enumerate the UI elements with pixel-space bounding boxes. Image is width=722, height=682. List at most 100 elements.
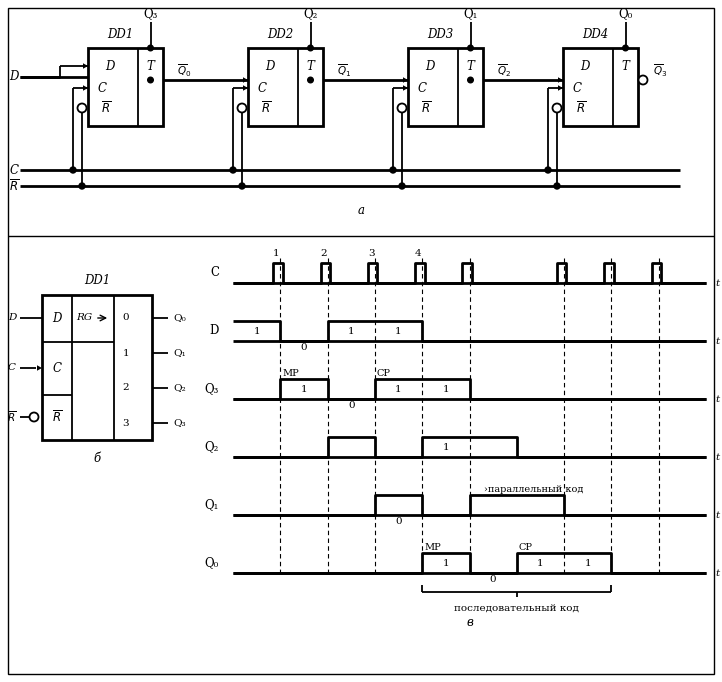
Text: T: T bbox=[306, 59, 314, 72]
Text: C: C bbox=[9, 164, 19, 177]
Polygon shape bbox=[83, 63, 88, 69]
Text: 3: 3 bbox=[123, 419, 129, 428]
Text: Q₀: Q₀ bbox=[618, 8, 632, 20]
Text: DD1: DD1 bbox=[84, 274, 110, 288]
Text: DD1: DD1 bbox=[108, 29, 134, 42]
Text: t: t bbox=[716, 511, 720, 520]
Text: C: C bbox=[97, 82, 107, 95]
Bar bbox=[563, 48, 638, 126]
Text: $\overline{R}$: $\overline{R}$ bbox=[101, 100, 111, 116]
Circle shape bbox=[552, 104, 562, 113]
Polygon shape bbox=[37, 366, 42, 371]
Text: 0: 0 bbox=[348, 400, 355, 409]
Circle shape bbox=[70, 167, 76, 173]
Text: $\overline{R}$: $\overline{R}$ bbox=[261, 100, 271, 116]
Text: Q₁: Q₁ bbox=[464, 8, 478, 20]
Polygon shape bbox=[243, 85, 248, 91]
Text: 0: 0 bbox=[300, 342, 308, 351]
Circle shape bbox=[468, 77, 474, 83]
Circle shape bbox=[239, 183, 245, 189]
Circle shape bbox=[148, 77, 153, 83]
Text: $\overline{R}$: $\overline{R}$ bbox=[421, 100, 431, 116]
Text: t: t bbox=[716, 278, 720, 288]
Text: D: D bbox=[425, 59, 435, 72]
Text: 2: 2 bbox=[321, 248, 327, 258]
Polygon shape bbox=[403, 85, 408, 91]
Text: 0: 0 bbox=[123, 314, 129, 323]
Text: 0: 0 bbox=[395, 516, 402, 526]
Text: $\overline{R}$: $\overline{R}$ bbox=[9, 178, 19, 194]
Polygon shape bbox=[558, 85, 563, 91]
Text: DD3: DD3 bbox=[427, 29, 453, 42]
Polygon shape bbox=[403, 77, 408, 83]
Text: $\overline{Q}_3$: $\overline{Q}_3$ bbox=[653, 63, 667, 79]
Text: Q₂: Q₂ bbox=[173, 383, 186, 393]
Text: D: D bbox=[105, 59, 115, 72]
Text: 1: 1 bbox=[253, 327, 260, 336]
Text: C: C bbox=[417, 82, 427, 95]
Text: C: C bbox=[210, 267, 219, 280]
Text: D: D bbox=[580, 59, 590, 72]
Circle shape bbox=[398, 104, 406, 113]
Text: C: C bbox=[53, 361, 61, 374]
Bar bbox=[42, 295, 152, 440]
Text: 1: 1 bbox=[273, 248, 280, 258]
Circle shape bbox=[308, 77, 313, 83]
Text: 2: 2 bbox=[123, 383, 129, 393]
Text: $\overline{Q}_0$: $\overline{Q}_0$ bbox=[177, 63, 191, 79]
Circle shape bbox=[230, 167, 236, 173]
Text: 4: 4 bbox=[415, 248, 422, 258]
Polygon shape bbox=[243, 77, 248, 83]
Text: Q₃: Q₃ bbox=[204, 383, 219, 396]
Text: T: T bbox=[146, 59, 154, 72]
Text: C: C bbox=[8, 364, 16, 372]
Text: D: D bbox=[8, 314, 16, 323]
Text: 1: 1 bbox=[300, 385, 308, 394]
Text: D: D bbox=[52, 312, 61, 325]
Text: $\overline{R}$: $\overline{R}$ bbox=[52, 409, 62, 425]
Circle shape bbox=[79, 183, 85, 189]
Text: $\overline{R}$: $\overline{R}$ bbox=[7, 410, 17, 424]
Text: MP: MP bbox=[282, 369, 299, 378]
Circle shape bbox=[554, 183, 560, 189]
Text: Q₂: Q₂ bbox=[303, 8, 318, 20]
Text: в: в bbox=[466, 615, 473, 629]
Text: CP: CP bbox=[519, 543, 533, 552]
Text: 1: 1 bbox=[395, 327, 402, 336]
Text: T: T bbox=[621, 59, 629, 72]
Text: T: T bbox=[466, 59, 474, 72]
Text: $\overline{Q}_2$: $\overline{Q}_2$ bbox=[497, 63, 511, 79]
Text: 1: 1 bbox=[537, 559, 544, 567]
Bar bbox=[248, 48, 323, 126]
Text: 1: 1 bbox=[584, 559, 591, 567]
Bar bbox=[408, 48, 483, 126]
Text: последовательный код: последовательный код bbox=[454, 604, 579, 612]
Text: Q₁: Q₁ bbox=[173, 349, 186, 357]
Text: 3: 3 bbox=[367, 248, 375, 258]
Circle shape bbox=[622, 45, 628, 50]
Text: $\overline{Q}_1$: $\overline{Q}_1$ bbox=[337, 63, 352, 79]
Circle shape bbox=[545, 167, 551, 173]
Text: Q₀: Q₀ bbox=[205, 557, 219, 569]
Circle shape bbox=[638, 76, 648, 85]
Text: Q₃: Q₃ bbox=[174, 419, 186, 428]
Text: Q₁: Q₁ bbox=[204, 499, 219, 512]
Bar bbox=[88, 48, 163, 126]
Text: DD4: DD4 bbox=[583, 29, 609, 42]
Text: Q₀: Q₀ bbox=[173, 314, 186, 323]
Text: D: D bbox=[209, 325, 219, 338]
Text: 1: 1 bbox=[348, 327, 355, 336]
Circle shape bbox=[399, 183, 405, 189]
Text: Q₂: Q₂ bbox=[204, 441, 219, 454]
Polygon shape bbox=[83, 85, 88, 91]
Circle shape bbox=[30, 413, 38, 421]
Text: 0: 0 bbox=[490, 574, 497, 584]
Text: 1: 1 bbox=[443, 443, 449, 451]
Text: а: а bbox=[357, 203, 365, 216]
Circle shape bbox=[77, 104, 87, 113]
Polygon shape bbox=[558, 77, 563, 83]
Circle shape bbox=[148, 45, 153, 50]
Text: t: t bbox=[716, 569, 720, 578]
Text: $\overline{R}$: $\overline{R}$ bbox=[576, 100, 586, 116]
Text: D: D bbox=[265, 59, 274, 72]
